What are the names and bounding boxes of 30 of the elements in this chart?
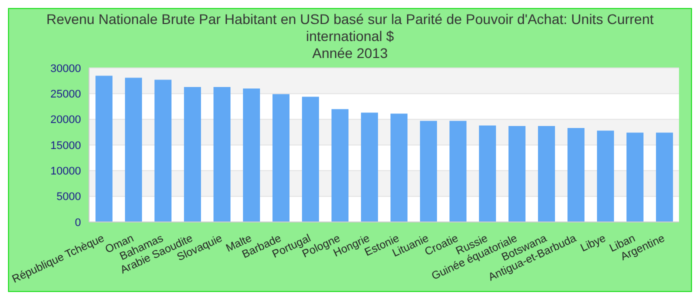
bar [390,114,408,222]
bar [302,96,319,222]
bar [272,94,290,222]
bar [449,120,466,222]
y-tick-label: 10000 [50,166,81,178]
bar [154,80,172,222]
y-tick-label: 15000 [50,140,81,152]
bar [184,86,201,222]
x-tick-label: Libye [578,232,608,254]
bar [360,112,378,222]
y-tick-label: 25000 [50,88,81,101]
chart-subtitle: Année 2013 [311,45,389,62]
bar [331,109,348,222]
bar [213,86,230,222]
bar [508,126,526,222]
chart-title: Revenu Nationale Brute Par Habitant en USD basé sur la Parité de Pouvoir d'Achat: Units Current international $ [45,11,655,45]
bar [478,125,496,222]
bar [596,130,614,222]
y-tick-label: 20000 [50,114,81,126]
bar [626,132,644,222]
y-tick-label: 30000 [50,62,81,75]
bar [242,88,260,222]
bar [95,76,112,222]
y-tick-label: 0 [74,216,81,229]
bar [124,78,142,222]
bar [656,132,673,222]
bar [567,128,584,222]
y-tick-label: 5000 [56,191,81,204]
bar [538,126,555,222]
bar [420,120,437,222]
